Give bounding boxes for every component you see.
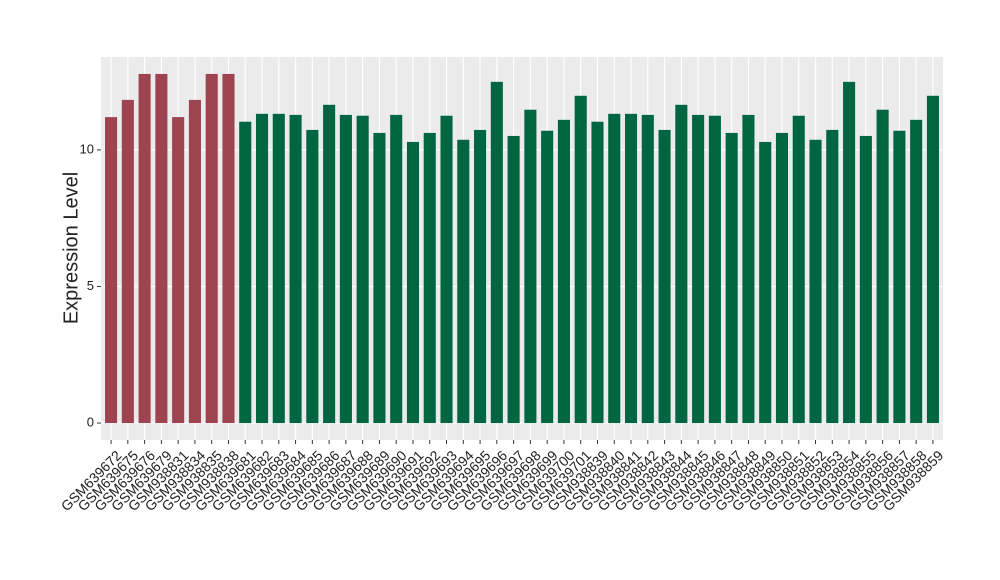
bar	[356, 115, 369, 424]
bar	[809, 139, 822, 424]
bar	[775, 132, 789, 424]
bar	[490, 81, 503, 424]
bar	[725, 132, 738, 424]
bar	[876, 109, 889, 424]
bar	[708, 115, 721, 424]
bar	[574, 95, 587, 424]
bar	[373, 132, 386, 424]
bar	[675, 104, 688, 424]
bar	[406, 141, 420, 424]
bar	[138, 73, 151, 424]
bar	[323, 104, 336, 424]
bar	[255, 113, 269, 424]
y-tick-label: 0	[87, 415, 94, 430]
y-tick-label: 10	[80, 141, 94, 156]
bar	[289, 114, 302, 424]
bar	[105, 117, 118, 424]
bar	[843, 81, 856, 424]
bar	[893, 130, 906, 424]
bar	[859, 135, 872, 424]
bar	[306, 129, 319, 424]
y-tick-label: 5	[87, 278, 94, 293]
bar	[692, 114, 705, 424]
bar	[339, 114, 352, 424]
y-axis-title: Expression Level	[60, 172, 82, 324]
bar	[759, 141, 772, 424]
bar	[423, 132, 436, 424]
bar	[658, 129, 671, 424]
bar	[910, 119, 923, 424]
bar	[440, 115, 453, 424]
bar	[188, 99, 201, 424]
bar	[155, 73, 168, 424]
bar	[557, 119, 570, 424]
bar	[507, 135, 520, 424]
bar	[205, 73, 218, 424]
bar	[272, 113, 285, 424]
bar	[641, 114, 654, 424]
bar	[239, 121, 252, 424]
bar	[608, 113, 621, 424]
bar	[591, 121, 604, 424]
bar	[474, 129, 487, 424]
bar	[792, 115, 805, 424]
bar	[222, 73, 235, 424]
bar	[926, 95, 939, 424]
bar	[826, 129, 839, 424]
bar	[541, 130, 554, 424]
bar	[624, 113, 638, 424]
bar	[457, 139, 470, 424]
bar	[524, 109, 537, 424]
bar	[121, 99, 134, 424]
bar	[742, 114, 755, 424]
bar	[172, 117, 185, 424]
bar	[390, 114, 403, 424]
